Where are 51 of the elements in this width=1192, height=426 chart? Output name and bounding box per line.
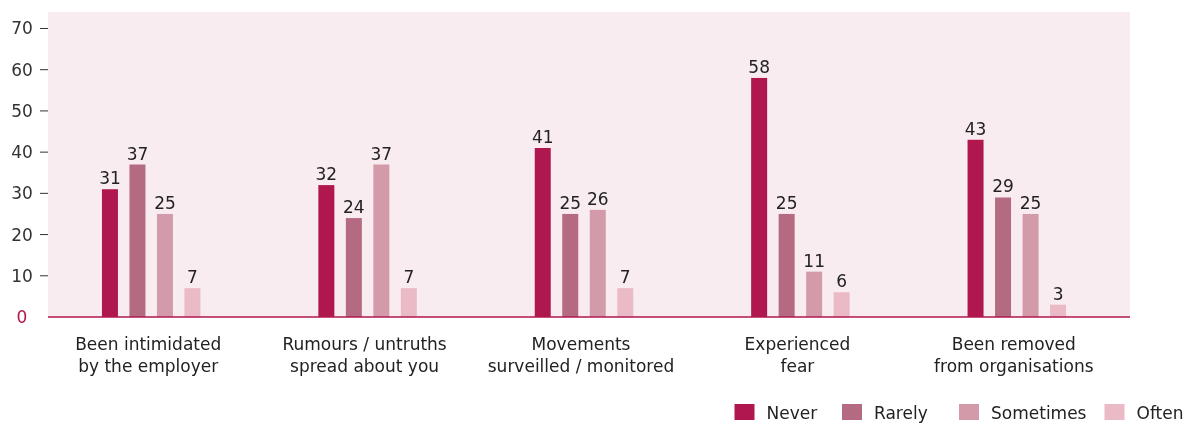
data-label: 43: [964, 118, 987, 139]
data-label: 25: [559, 192, 582, 213]
data-label: 26: [586, 188, 609, 209]
data-label: 37: [370, 143, 393, 164]
bar: [129, 164, 146, 317]
data-label: 32: [315, 164, 338, 185]
data-label: 58: [748, 56, 770, 77]
bar: [156, 213, 173, 317]
data-label: 37: [126, 143, 149, 164]
y-tick-label: 0: [16, 307, 28, 327]
data-label: 31: [99, 168, 121, 189]
data-label: 25: [154, 192, 176, 213]
x-tick-label: Rumours / untruths spread about you: [282, 334, 447, 376]
data-label: 6: [836, 271, 848, 292]
bar: [345, 218, 362, 317]
y-tick-label: 10: [11, 265, 33, 286]
bar: [806, 271, 823, 317]
legend-label: Rarely: [874, 403, 928, 423]
y-tick-label: 70: [11, 18, 33, 39]
bar: [589, 209, 606, 317]
x-tick-label: Been removed from organisations: [934, 334, 1094, 376]
data-label: 7: [187, 267, 198, 288]
legend-label: Never: [766, 403, 818, 423]
data-label: 41: [531, 127, 554, 148]
bar: [833, 292, 850, 317]
y-tick-label: 30: [11, 183, 33, 204]
bar: [400, 288, 417, 317]
bar: [562, 213, 579, 317]
legend-label: Often: [1136, 403, 1184, 423]
legend-label: Sometimes: [991, 403, 1087, 423]
data-label: 7: [403, 267, 415, 288]
bar: [617, 288, 634, 317]
data-label: 3: [1052, 283, 1064, 304]
bar: [995, 197, 1012, 317]
bar: [373, 164, 390, 317]
data-label: 24: [343, 197, 365, 218]
data-label: 11: [803, 250, 825, 271]
data-label: 25: [775, 192, 798, 213]
x-tick-label: Experienced fear: [744, 334, 851, 376]
data-label: 25: [1019, 192, 1042, 213]
y-tick-label: 60: [11, 59, 33, 80]
y-tick-label: 40: [11, 142, 33, 163]
y-tick-label: 50: [11, 100, 33, 121]
bar: [1022, 213, 1039, 317]
x-tick-label: Movements surveilled / monitored: [487, 334, 675, 376]
bar: [778, 213, 795, 317]
bar: [184, 288, 201, 317]
y-tick-label: 20: [11, 224, 33, 245]
data-label: 7: [619, 267, 631, 288]
data-label: 29: [992, 176, 1014, 197]
x-tick-label: Been intimidated by the employer: [75, 334, 222, 376]
